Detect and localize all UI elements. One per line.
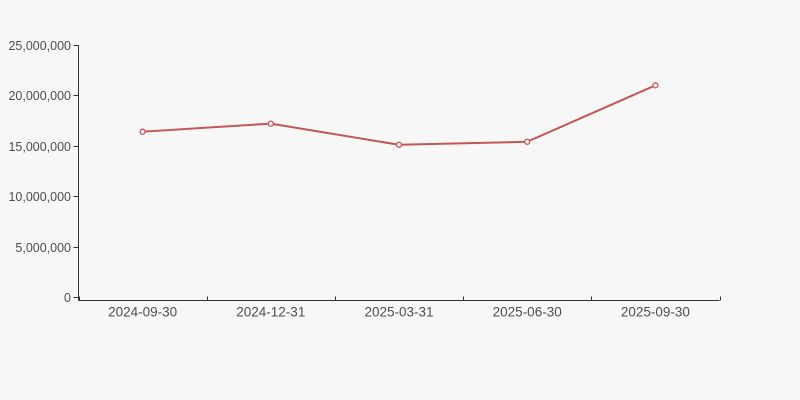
y-axis-label: 5,000,000 <box>15 241 71 255</box>
x-axis-label: 2024-12-31 <box>236 305 305 320</box>
y-axis-label: 20,000,000 <box>8 89 71 103</box>
y-axis-label: 10,000,000 <box>8 190 71 204</box>
data-point-marker <box>395 141 403 148</box>
x-axis-label: 2025-09-30 <box>621 305 690 320</box>
y-axis-label: 0 <box>64 291 71 305</box>
x-axis-label: 2024-09-30 <box>108 305 177 320</box>
data-point-marker <box>524 138 531 145</box>
y-axis-label: 15,000,000 <box>8 140 71 154</box>
data-point-marker <box>139 128 146 135</box>
data-point-marker <box>267 120 274 127</box>
x-axis-label: 2025-06-30 <box>493 305 562 320</box>
y-axis-label: 25,000,000 <box>8 39 71 53</box>
data-point-marker <box>652 82 659 89</box>
x-axis-label: 2025-03-31 <box>364 305 433 320</box>
